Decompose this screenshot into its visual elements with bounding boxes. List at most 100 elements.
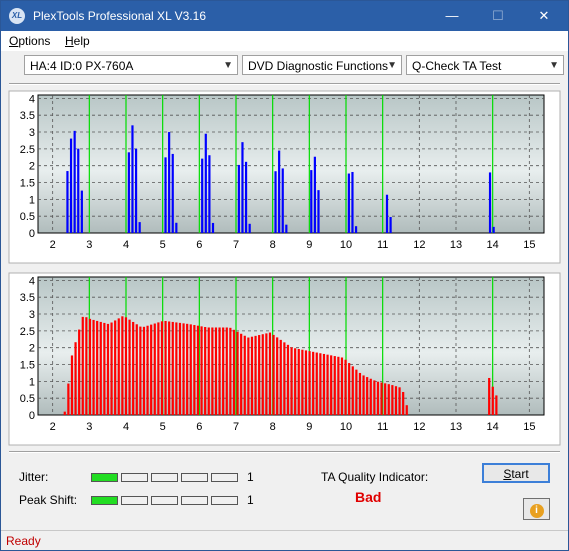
data-bar: [67, 383, 70, 415]
data-bar: [248, 223, 251, 233]
data-bar: [236, 331, 239, 415]
data-bar: [347, 173, 350, 233]
jitter-label: Jitter:: [19, 470, 49, 484]
meter-cell: [181, 496, 208, 505]
data-bar: [326, 354, 329, 415]
function-select[interactable]: DVD Diagnostic Functions ▼: [242, 55, 402, 75]
close-button[interactable]: ✕: [538, 8, 550, 23]
data-bar: [387, 384, 390, 415]
y-tick-label: 0: [29, 410, 35, 422]
x-tick-label: 7: [233, 421, 239, 433]
test-select-value: Q-Check TA Test: [412, 59, 502, 73]
data-bar: [134, 148, 138, 233]
x-tick-label: 10: [340, 421, 352, 433]
data-bar: [308, 351, 311, 415]
y-tick-label: 0.5: [20, 211, 35, 223]
x-tick-label: 14: [487, 421, 499, 433]
data-bar: [274, 171, 277, 233]
data-bar: [85, 317, 88, 415]
data-bar: [312, 351, 315, 415]
data-bar: [117, 318, 120, 415]
app-logo-icon: XL: [9, 8, 25, 24]
data-bar: [362, 375, 365, 415]
data-bar: [175, 322, 178, 415]
data-bar: [168, 321, 171, 415]
peak-shift-value: 1: [247, 493, 254, 507]
test-select[interactable]: Q-Check TA Test ▼: [406, 55, 564, 75]
y-tick-label: 3.5: [20, 292, 35, 304]
y-tick-label: 1.5: [20, 360, 35, 372]
ta-quality-result: Bad: [355, 489, 382, 505]
data-bar: [283, 342, 286, 415]
data-bar: [204, 133, 207, 233]
data-bar: [258, 335, 261, 415]
meter-cell: [211, 496, 238, 505]
x-tick-label: 8: [270, 239, 276, 251]
y-tick-label: 2: [29, 343, 35, 355]
x-tick-label: 14: [487, 239, 499, 251]
data-bar: [171, 321, 174, 415]
x-tick-label: 9: [306, 421, 312, 433]
data-bar: [340, 357, 344, 415]
data-bar: [261, 334, 264, 415]
plot-area: [37, 94, 545, 234]
menu-help-label: elp: [73, 34, 90, 48]
data-bar: [164, 157, 167, 233]
menu-help[interactable]: Help: [65, 34, 90, 48]
data-bar: [492, 226, 495, 233]
data-bar: [214, 327, 218, 415]
data-bar: [495, 395, 498, 415]
data-bar: [124, 317, 128, 415]
data-bar: [150, 324, 153, 415]
data-bar: [232, 329, 236, 415]
minimize-button[interactable]: —: [445, 8, 459, 23]
data-bar: [351, 171, 354, 233]
data-bar: [80, 190, 83, 233]
drive-select[interactable]: HA:4 ID:0 PX-760A ▼: [24, 55, 238, 75]
maximize-button[interactable]: ☐: [492, 8, 504, 23]
data-bar: [285, 224, 288, 233]
chevron-down-icon: ▼: [549, 60, 559, 71]
x-tick-label: 6: [196, 239, 202, 251]
data-bar: [268, 332, 272, 415]
x-tick-label: 2: [50, 421, 56, 433]
data-bar: [63, 411, 66, 415]
info-button[interactable]: i: [523, 498, 550, 520]
jitter-value: 1: [247, 470, 254, 484]
data-bar: [99, 321, 102, 415]
data-bar: [313, 156, 316, 233]
data-bar: [394, 386, 398, 415]
data-bar: [297, 348, 300, 415]
data-bar: [66, 171, 69, 233]
data-bar: [237, 164, 240, 233]
menu-options[interactable]: Options: [9, 34, 50, 48]
data-bar: [128, 319, 131, 415]
data-bar: [358, 372, 362, 415]
menu-options-mnemonic: O: [9, 34, 19, 48]
data-bar: [243, 335, 246, 415]
start-button[interactable]: Start: [482, 463, 550, 483]
data-bar: [121, 316, 124, 415]
data-bar: [319, 353, 322, 415]
ta-quality-label: TA Quality Indicator:: [321, 470, 429, 484]
start-mnemonic: S: [503, 467, 512, 481]
data-bar: [398, 387, 401, 415]
data-bar: [330, 355, 333, 415]
chevron-down-icon: ▼: [387, 60, 397, 71]
x-tick-label: 4: [123, 239, 129, 251]
x-tick-label: 12: [413, 239, 425, 251]
data-bar: [254, 335, 257, 415]
start-label: tart: [511, 467, 529, 481]
data-bar: [304, 350, 308, 415]
y-tick-label: 3: [29, 309, 35, 321]
meter-cell: [121, 496, 148, 505]
data-bar: [222, 327, 225, 415]
data-bar: [78, 329, 81, 415]
data-bar: [247, 337, 250, 415]
y-tick-label: 3: [29, 127, 35, 139]
y-tick-label: 4: [29, 93, 35, 105]
data-bar: [322, 353, 326, 415]
status-text: Ready: [6, 534, 41, 548]
data-bar: [207, 327, 210, 415]
data-bar: [333, 356, 336, 415]
